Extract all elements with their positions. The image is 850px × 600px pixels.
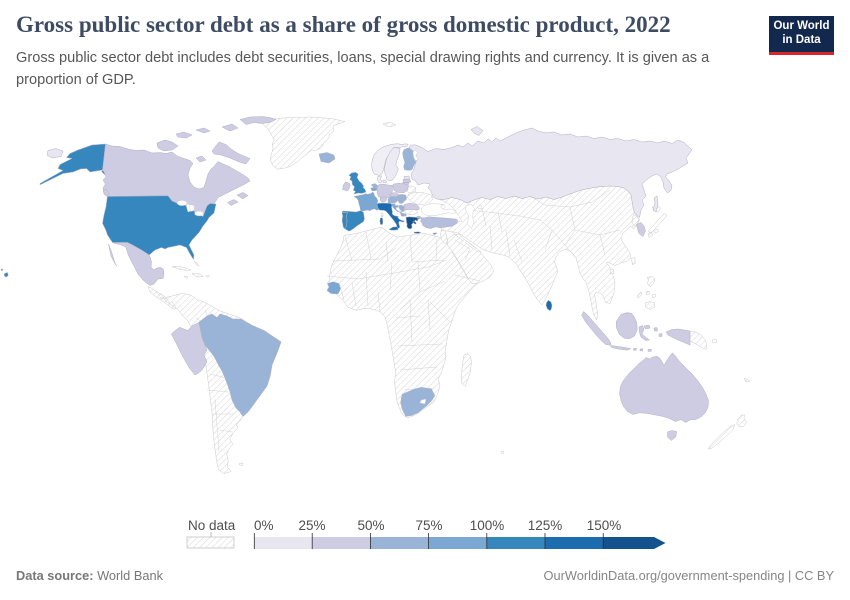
svg-text:150%: 150% [587, 518, 622, 533]
svg-text:25%: 25% [298, 518, 325, 533]
svg-text:50%: 50% [357, 518, 384, 533]
svg-text:125%: 125% [528, 518, 563, 533]
svg-text:0%: 0% [254, 518, 274, 533]
svg-text:75%: 75% [415, 518, 442, 533]
svg-text:100%: 100% [470, 518, 505, 533]
svg-text:No data: No data [188, 518, 236, 533]
